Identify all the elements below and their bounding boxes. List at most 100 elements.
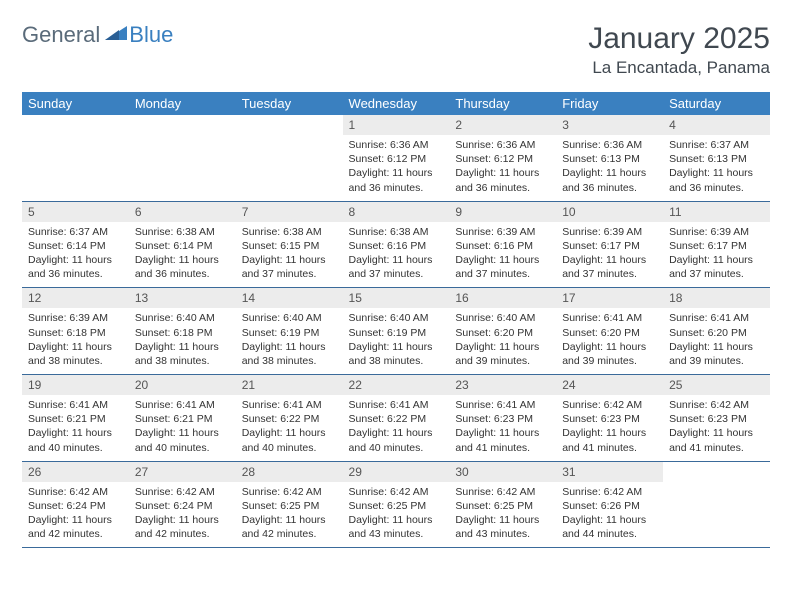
day-info-cell: Sunrise: 6:41 AMSunset: 6:21 PMDaylight:… [129, 395, 236, 461]
sunset-text: Sunset: 6:17 PM [669, 239, 764, 253]
day-info-cell: Sunrise: 6:40 AMSunset: 6:18 PMDaylight:… [129, 308, 236, 374]
logo: General Blue [22, 22, 173, 48]
day-info-row: Sunrise: 6:42 AMSunset: 6:24 PMDaylight:… [22, 482, 770, 548]
sunset-text: Sunset: 6:15 PM [242, 239, 337, 253]
day-number-cell: 31 [556, 461, 663, 482]
logo-text-general: General [22, 22, 100, 48]
sunrise-text: Sunrise: 6:42 AM [242, 485, 337, 499]
day-number-cell: 25 [663, 375, 770, 396]
day-number: 24 [562, 378, 575, 392]
sunset-text: Sunset: 6:13 PM [669, 152, 764, 166]
day-info-row: Sunrise: 6:36 AMSunset: 6:12 PMDaylight:… [22, 135, 770, 201]
sunrise-text: Sunrise: 6:41 AM [562, 311, 657, 325]
weekday-header: Tuesday [236, 92, 343, 115]
day-info-cell: Sunrise: 6:42 AMSunset: 6:23 PMDaylight:… [663, 395, 770, 461]
day-info-cell: Sunrise: 6:42 AMSunset: 6:23 PMDaylight:… [556, 395, 663, 461]
day-info-cell: Sunrise: 6:42 AMSunset: 6:24 PMDaylight:… [22, 482, 129, 548]
day-number-cell: 26 [22, 461, 129, 482]
sunset-text: Sunset: 6:25 PM [349, 499, 444, 513]
day-number-cell [22, 115, 129, 135]
day-number-cell: 16 [449, 288, 556, 309]
sunrise-text: Sunrise: 6:42 AM [669, 398, 764, 412]
weekday-header: Saturday [663, 92, 770, 115]
weekday-header: Friday [556, 92, 663, 115]
day-info-cell: Sunrise: 6:39 AMSunset: 6:18 PMDaylight:… [22, 308, 129, 374]
sunset-text: Sunset: 6:17 PM [562, 239, 657, 253]
sunrise-text: Sunrise: 6:42 AM [562, 398, 657, 412]
sunset-text: Sunset: 6:23 PM [562, 412, 657, 426]
daylight-text: Daylight: 11 hours and 38 minutes. [28, 340, 123, 368]
calendar-table: Sunday Monday Tuesday Wednesday Thursday… [22, 92, 770, 548]
day-number-row: 12131415161718 [22, 288, 770, 309]
day-info-cell: Sunrise: 6:39 AMSunset: 6:17 PMDaylight:… [556, 222, 663, 288]
day-info-cell: Sunrise: 6:36 AMSunset: 6:12 PMDaylight:… [343, 135, 450, 201]
sunrise-text: Sunrise: 6:38 AM [135, 225, 230, 239]
daylight-text: Daylight: 11 hours and 36 minutes. [562, 166, 657, 194]
sunrise-text: Sunrise: 6:39 AM [28, 311, 123, 325]
day-number-row: 1234 [22, 115, 770, 135]
day-number-cell: 13 [129, 288, 236, 309]
day-info-cell [129, 135, 236, 201]
sunrise-text: Sunrise: 6:40 AM [242, 311, 337, 325]
sunset-text: Sunset: 6:12 PM [349, 152, 444, 166]
sunset-text: Sunset: 6:14 PM [135, 239, 230, 253]
logo-triangle-icon [105, 24, 127, 47]
day-number: 18 [669, 291, 682, 305]
sunrise-text: Sunrise: 6:40 AM [135, 311, 230, 325]
day-info-cell: Sunrise: 6:42 AMSunset: 6:26 PMDaylight:… [556, 482, 663, 548]
sunset-text: Sunset: 6:25 PM [242, 499, 337, 513]
day-number-cell: 28 [236, 461, 343, 482]
day-number-cell: 3 [556, 115, 663, 135]
day-number-cell: 6 [129, 201, 236, 222]
sunrise-text: Sunrise: 6:40 AM [455, 311, 550, 325]
sunrise-text: Sunrise: 6:42 AM [135, 485, 230, 499]
day-number: 20 [135, 378, 148, 392]
sunrise-text: Sunrise: 6:41 AM [669, 311, 764, 325]
sunrise-text: Sunrise: 6:41 AM [135, 398, 230, 412]
day-number: 6 [135, 205, 142, 219]
daylight-text: Daylight: 11 hours and 36 minutes. [669, 166, 764, 194]
day-number: 26 [28, 465, 41, 479]
day-info-cell: Sunrise: 6:40 AMSunset: 6:19 PMDaylight:… [236, 308, 343, 374]
day-number: 4 [669, 118, 676, 132]
sunrise-text: Sunrise: 6:38 AM [242, 225, 337, 239]
sunset-text: Sunset: 6:26 PM [562, 499, 657, 513]
sunset-text: Sunset: 6:12 PM [455, 152, 550, 166]
sunrise-text: Sunrise: 6:37 AM [28, 225, 123, 239]
location: La Encantada, Panama [588, 58, 770, 78]
day-number-cell: 18 [663, 288, 770, 309]
day-info-cell: Sunrise: 6:40 AMSunset: 6:20 PMDaylight:… [449, 308, 556, 374]
daylight-text: Daylight: 11 hours and 41 minutes. [562, 426, 657, 454]
day-info-cell: Sunrise: 6:41 AMSunset: 6:20 PMDaylight:… [663, 308, 770, 374]
title-block: January 2025 La Encantada, Panama [588, 22, 770, 78]
sunrise-text: Sunrise: 6:36 AM [349, 138, 444, 152]
day-number-row: 19202122232425 [22, 375, 770, 396]
day-number: 31 [562, 465, 575, 479]
day-info-cell: Sunrise: 6:38 AMSunset: 6:15 PMDaylight:… [236, 222, 343, 288]
day-number-row: 567891011 [22, 201, 770, 222]
daylight-text: Daylight: 11 hours and 40 minutes. [135, 426, 230, 454]
day-number-cell: 5 [22, 201, 129, 222]
sunset-text: Sunset: 6:25 PM [455, 499, 550, 513]
sunset-text: Sunset: 6:21 PM [28, 412, 123, 426]
daylight-text: Daylight: 11 hours and 36 minutes. [349, 166, 444, 194]
daylight-text: Daylight: 11 hours and 44 minutes. [562, 513, 657, 541]
day-number-cell: 20 [129, 375, 236, 396]
weekday-header: Sunday [22, 92, 129, 115]
daylight-text: Daylight: 11 hours and 37 minutes. [349, 253, 444, 281]
day-info-cell: Sunrise: 6:41 AMSunset: 6:23 PMDaylight:… [449, 395, 556, 461]
day-number-cell: 11 [663, 201, 770, 222]
day-number: 10 [562, 205, 575, 219]
day-number-cell: 4 [663, 115, 770, 135]
day-number: 17 [562, 291, 575, 305]
day-info-cell: Sunrise: 6:41 AMSunset: 6:20 PMDaylight:… [556, 308, 663, 374]
sunrise-text: Sunrise: 6:40 AM [349, 311, 444, 325]
day-info-cell [22, 135, 129, 201]
day-number-cell: 15 [343, 288, 450, 309]
day-number: 22 [349, 378, 362, 392]
sunrise-text: Sunrise: 6:42 AM [562, 485, 657, 499]
day-number-cell [663, 461, 770, 482]
daylight-text: Daylight: 11 hours and 42 minutes. [242, 513, 337, 541]
daylight-text: Daylight: 11 hours and 43 minutes. [455, 513, 550, 541]
day-info-cell: Sunrise: 6:36 AMSunset: 6:13 PMDaylight:… [556, 135, 663, 201]
